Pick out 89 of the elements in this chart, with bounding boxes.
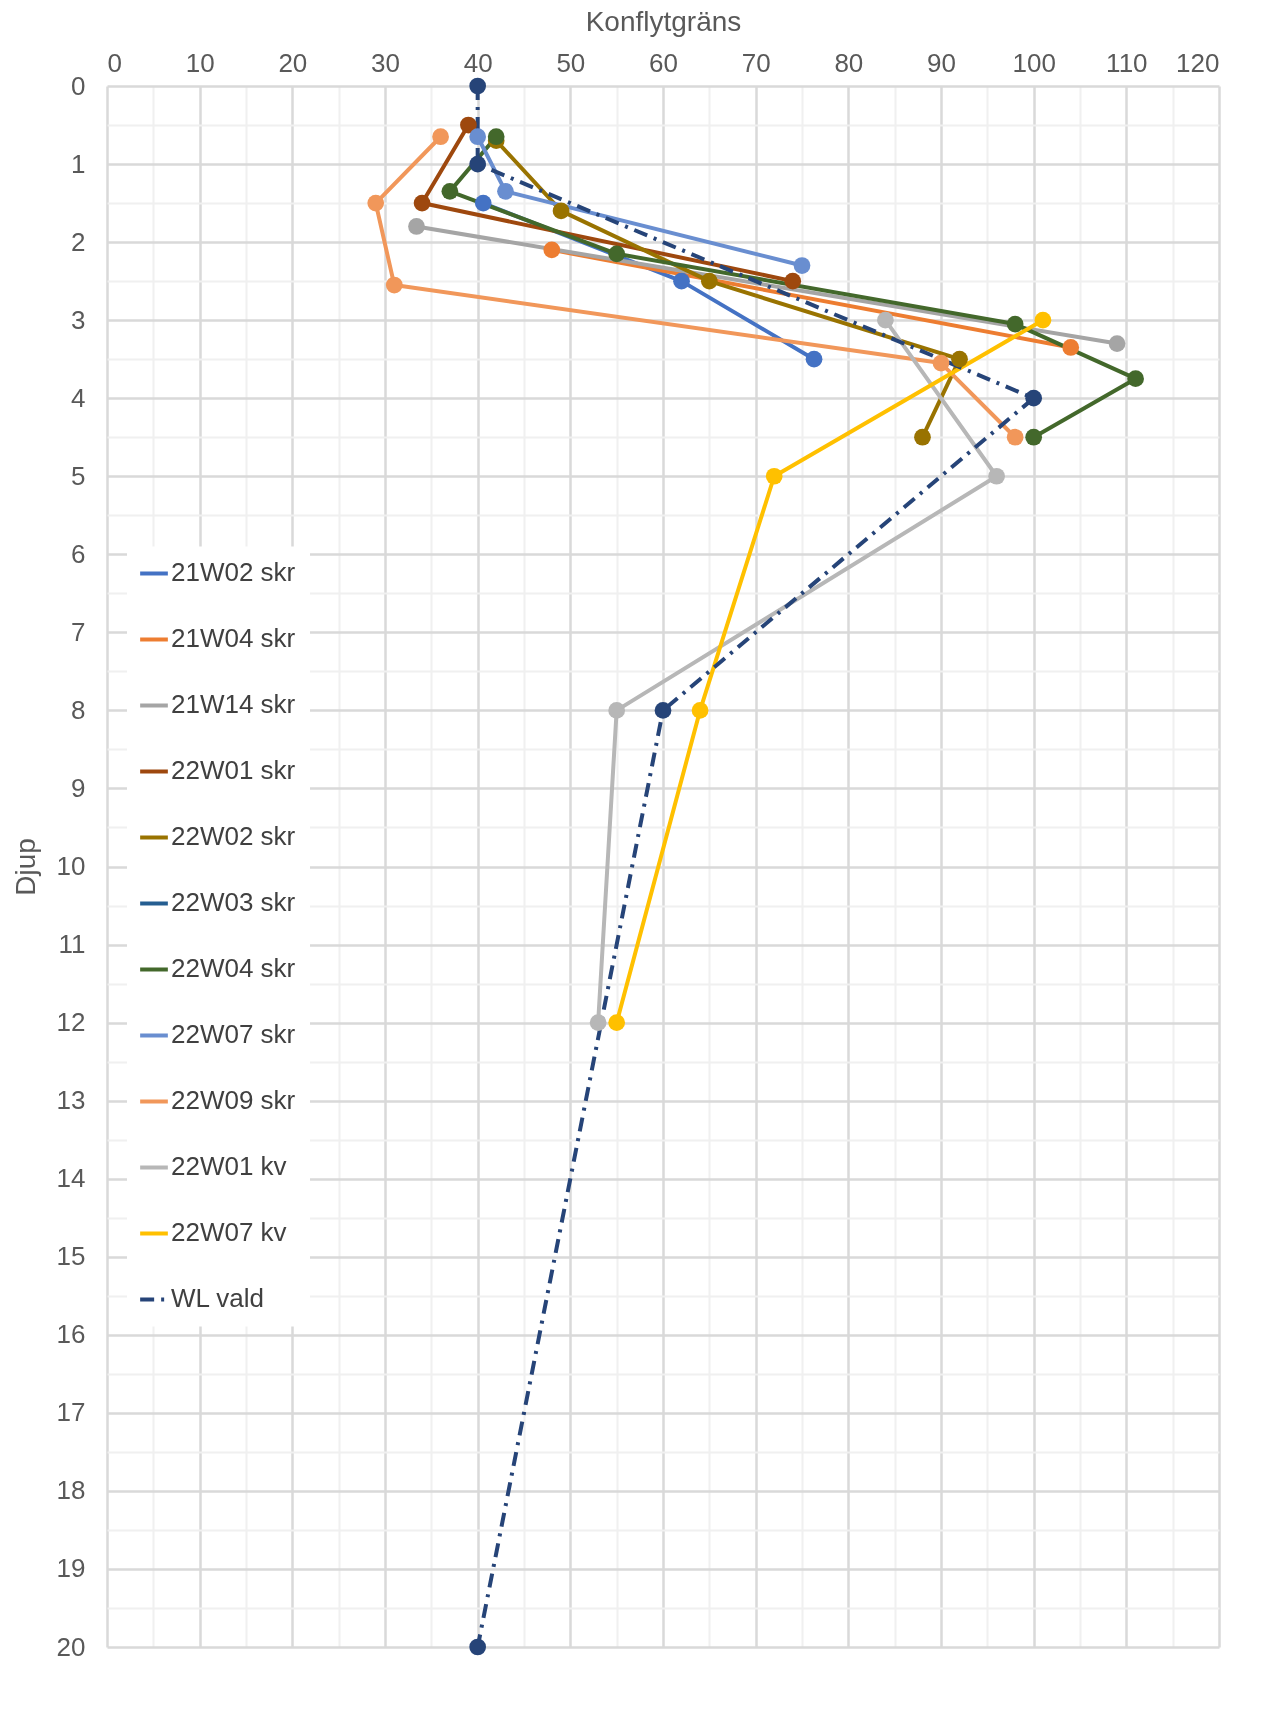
x-tick-label: 40 [463, 47, 493, 78]
point [408, 218, 425, 235]
legend-label: 22W09 skr [171, 1085, 296, 1116]
y-tick-label: 2 [71, 226, 86, 257]
y-tick-label: 17 [56, 1397, 86, 1428]
x-tick-label: 20 [278, 47, 308, 78]
point [914, 428, 931, 446]
point [469, 155, 487, 173]
x-axis-title: Konflytgräns [585, 5, 742, 37]
legend-label: 22W01 kv [171, 1151, 287, 1182]
point [988, 467, 1005, 485]
legend-label: 21W04 skr [171, 623, 296, 654]
x-tick-label: 50 [556, 47, 586, 78]
legend-label: 21W14 skr [171, 689, 296, 720]
y-tick-label: 4 [71, 382, 86, 413]
legend-label: 21W02 skr [171, 557, 296, 588]
x-tick-label: 120 [1176, 47, 1220, 78]
point [1062, 339, 1080, 356]
x-tick-label: 10 [185, 47, 215, 78]
point [608, 1014, 626, 1031]
y-tick-label: 16 [56, 1319, 86, 1350]
y-tick-label: 7 [71, 616, 86, 647]
x-tick-label: 70 [741, 47, 771, 78]
point [1108, 335, 1126, 352]
point [469, 128, 487, 146]
legend-label: 22W07 skr [171, 1019, 296, 1050]
x-tick-label: 60 [649, 47, 678, 78]
point [413, 194, 431, 212]
x-tick-label: 80 [834, 47, 864, 78]
y-tick-label: 19 [56, 1553, 86, 1584]
y-tick-label: 13 [56, 1085, 86, 1116]
point [469, 77, 487, 95]
legend-label: 22W03 skr [171, 887, 296, 918]
point [765, 467, 783, 485]
point [691, 702, 709, 719]
point [673, 272, 690, 290]
point [608, 245, 626, 263]
x-tick-label: 0 [107, 47, 122, 78]
y-tick-label: 3 [71, 304, 86, 335]
y-tick-label: 11 [58, 929, 86, 960]
y-tick-label: 20 [56, 1631, 86, 1662]
legend-label: 22W01 skr [171, 755, 296, 786]
legend-label: 22W04 skr [171, 953, 296, 984]
point [951, 350, 968, 368]
point [877, 311, 894, 329]
point [932, 354, 950, 372]
point [654, 702, 672, 719]
point [784, 272, 802, 290]
x-tick-label: 110 [1106, 47, 1148, 78]
y-tick-label: 1 [71, 148, 86, 179]
x-tick-label: 100 [1012, 47, 1056, 78]
point [487, 128, 505, 146]
legend-label: 22W07 kv [171, 1217, 287, 1248]
point [552, 202, 570, 220]
y-tick-label: 10 [56, 851, 86, 881]
point [1127, 370, 1144, 388]
x-tick-label: 90 [927, 47, 956, 78]
legend-label: WL vald [171, 1283, 264, 1314]
y-tick-label: 18 [56, 1475, 86, 1506]
point [1006, 428, 1024, 446]
point [543, 241, 561, 259]
point [1025, 389, 1043, 407]
y-tick-label: 5 [71, 460, 86, 491]
y-tick-label: 15 [56, 1241, 86, 1272]
x-tick-label: 30 [371, 47, 400, 78]
y-axis-title: Djup [9, 838, 41, 896]
point [700, 272, 718, 290]
y-tick-label: 14 [56, 1163, 86, 1194]
point [432, 128, 449, 146]
point [460, 116, 477, 134]
y-tick-label: 0 [71, 70, 86, 101]
y-tick-label: 12 [56, 1007, 86, 1038]
point [385, 276, 403, 294]
point [497, 183, 514, 200]
point [1006, 315, 1024, 333]
y-tick-label: 9 [71, 772, 86, 803]
point [805, 350, 823, 368]
point [1034, 311, 1052, 329]
point [441, 183, 459, 200]
point [474, 194, 492, 212]
point [793, 257, 811, 274]
point [608, 702, 626, 719]
y-tick-label: 6 [71, 538, 86, 569]
point [589, 1014, 607, 1031]
legend-label: 22W02 skr [171, 821, 296, 852]
point [469, 1638, 487, 1656]
y-tick-label: 8 [71, 694, 86, 725]
point [367, 194, 385, 212]
point [1025, 428, 1043, 446]
